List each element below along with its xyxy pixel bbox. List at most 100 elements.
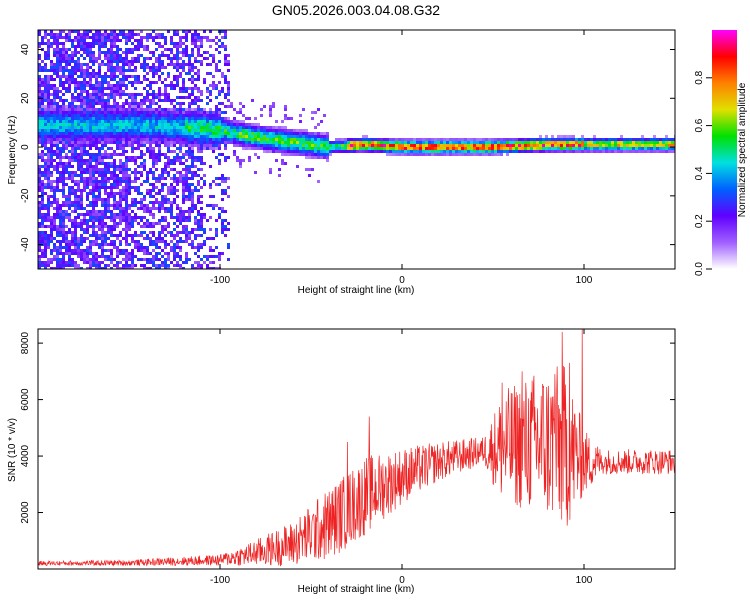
heatmap-cell xyxy=(41,240,44,243)
heatmap-cell xyxy=(134,219,137,222)
heatmap-cell xyxy=(455,153,458,156)
heatmap-cell xyxy=(47,33,50,36)
heatmap-cell xyxy=(281,159,284,162)
heatmap-cell xyxy=(155,177,158,180)
heatmap-cell xyxy=(83,117,86,120)
heatmap-cell xyxy=(173,252,176,255)
heatmap-cell xyxy=(668,150,671,153)
heatmap-cell xyxy=(146,171,149,174)
heatmap-cell xyxy=(41,222,44,225)
heatmap-cell xyxy=(197,132,200,135)
heatmap-cell xyxy=(53,114,56,117)
heatmap-cell xyxy=(98,243,101,246)
heatmap-cell xyxy=(50,261,53,264)
heatmap-cell xyxy=(59,81,62,84)
heatmap-cell xyxy=(68,252,71,255)
heatmap-cell xyxy=(152,240,155,243)
heatmap-cell xyxy=(311,144,314,147)
heatmap-cell xyxy=(461,144,464,147)
heatmap-cell xyxy=(71,54,74,57)
heatmap-cell xyxy=(104,120,107,123)
heatmap-cell xyxy=(194,165,197,168)
heatmap-cell xyxy=(140,183,143,186)
heatmap-cell xyxy=(86,105,89,108)
heatmap-cell xyxy=(326,150,329,153)
heatmap-cell xyxy=(83,150,86,153)
heatmap-cell xyxy=(161,81,164,84)
heatmap-cell xyxy=(140,117,143,120)
heatmap-cell xyxy=(74,210,77,213)
heatmap-cell xyxy=(158,96,161,99)
heatmap-cell xyxy=(41,42,44,45)
heatmap-cell xyxy=(527,141,530,144)
heatmap-cell xyxy=(611,150,614,153)
heatmap-cell xyxy=(95,114,98,117)
heatmap-cell xyxy=(167,201,170,204)
heatmap-cell xyxy=(164,219,167,222)
heatmap-cell xyxy=(164,132,167,135)
heatmap-cell xyxy=(113,243,116,246)
heatmap-cell xyxy=(122,162,125,165)
heatmap-cell xyxy=(92,204,95,207)
heatmap-cell xyxy=(146,111,149,114)
heatmap-cell xyxy=(593,144,596,147)
heatmap-cell xyxy=(182,120,185,123)
heatmap-cell xyxy=(194,84,197,87)
heatmap-cell xyxy=(56,264,59,267)
heatmap-cell xyxy=(134,135,137,138)
heatmap-cell xyxy=(80,222,83,225)
heatmap-cell xyxy=(200,222,203,225)
heatmap-cell xyxy=(143,117,146,120)
heatmap-cell xyxy=(74,192,77,195)
heatmap-cell xyxy=(77,60,80,63)
heatmap-cell xyxy=(182,123,185,126)
heatmap-cell xyxy=(92,75,95,78)
heatmap-cell xyxy=(308,168,311,171)
heatmap-cell xyxy=(47,213,50,216)
heatmap-cell xyxy=(245,147,248,150)
heatmap-cell xyxy=(182,129,185,132)
heatmap-cell xyxy=(110,204,113,207)
heatmap-cell xyxy=(185,96,188,99)
heatmap-cell xyxy=(581,144,584,147)
heatmap-cell xyxy=(179,264,182,267)
heatmap-cell xyxy=(41,114,44,117)
heatmap-cell xyxy=(215,144,218,147)
heatmap-cell xyxy=(185,33,188,36)
heatmap-cell xyxy=(116,75,119,78)
heatmap-cell xyxy=(200,225,203,228)
heatmap-cell xyxy=(647,138,650,141)
heatmap-cell xyxy=(164,216,167,219)
heatmap-cell xyxy=(56,42,59,45)
heatmap-cell xyxy=(62,75,65,78)
heatmap-cell xyxy=(86,141,89,144)
heatmap-cell xyxy=(302,144,305,147)
heatmap-cell xyxy=(287,144,290,147)
heatmap-cell xyxy=(101,183,104,186)
heatmap-cell xyxy=(50,69,53,72)
heatmap-cell xyxy=(95,234,98,237)
heatmap-cell xyxy=(263,132,266,135)
heatmap-cell xyxy=(188,60,191,63)
heatmap-cell xyxy=(146,219,149,222)
heatmap-cell xyxy=(83,183,86,186)
heatmap-cell xyxy=(125,102,128,105)
heatmap-cell xyxy=(134,174,137,177)
heatmap-cell xyxy=(155,258,158,261)
heatmap-cell xyxy=(563,150,566,153)
heatmap-cell xyxy=(230,123,233,126)
heatmap-cell xyxy=(38,102,41,105)
heatmap-cell xyxy=(284,108,287,111)
heatmap-cell xyxy=(47,165,50,168)
heatmap-cell xyxy=(92,168,95,171)
heatmap-cell xyxy=(116,183,119,186)
heatmap-cell xyxy=(155,69,158,72)
heatmap-cell xyxy=(629,150,632,153)
heatmap-cell xyxy=(215,129,218,132)
heatmap-cell xyxy=(281,147,284,150)
heatmap-cell xyxy=(59,105,62,108)
heatmap-cell xyxy=(185,129,188,132)
heatmap-cell xyxy=(152,264,155,267)
heatmap-cell xyxy=(632,144,635,147)
heatmap-cell xyxy=(110,117,113,120)
